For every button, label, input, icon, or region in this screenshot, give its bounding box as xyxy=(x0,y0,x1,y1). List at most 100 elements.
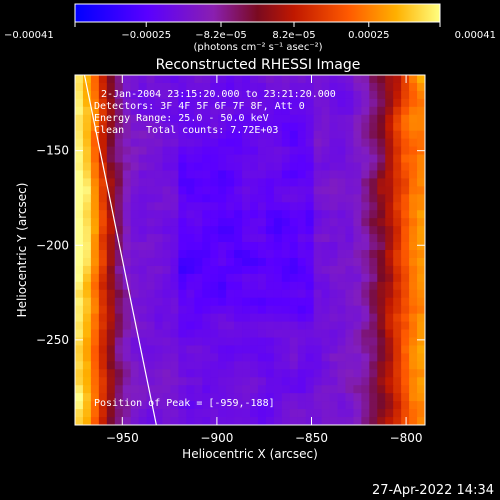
heatmap-image xyxy=(75,75,425,425)
heatmap-cell xyxy=(218,329,227,339)
heatmap-cell xyxy=(353,377,362,386)
heatmap-cell xyxy=(218,218,227,227)
heatmap-cell xyxy=(162,226,172,235)
heatmap-cell xyxy=(265,273,275,283)
heatmap-cell xyxy=(273,186,283,195)
heatmap-cell xyxy=(194,385,203,394)
heatmap-cell xyxy=(353,369,362,378)
heatmap-cell xyxy=(98,194,108,203)
heatmap-cell xyxy=(385,250,394,259)
heatmap-cell xyxy=(257,202,267,211)
heatmap-cell xyxy=(242,273,251,283)
heatmap-cell xyxy=(226,194,235,203)
heatmap-cell xyxy=(202,361,211,370)
heatmap-cell xyxy=(289,289,299,299)
heatmap-cell xyxy=(186,321,195,331)
heatmap-cell xyxy=(305,273,315,283)
heatmap-cell xyxy=(170,114,179,124)
heatmap-cell xyxy=(369,250,378,259)
heatmap-cell xyxy=(409,393,418,402)
heatmap-cell xyxy=(273,138,283,148)
heatmap-cell xyxy=(361,369,370,378)
heatmap-cell xyxy=(369,154,378,164)
heatmap-cell xyxy=(401,82,410,92)
heatmap-cell xyxy=(98,345,108,354)
heatmap-cell xyxy=(353,409,362,418)
heatmap-cell xyxy=(194,114,203,124)
heatmap-cell xyxy=(106,289,116,299)
heatmap-cell xyxy=(257,329,267,339)
heatmap-cell xyxy=(218,409,227,418)
heatmap-cell xyxy=(250,289,259,299)
heatmap-cell xyxy=(178,82,187,92)
heatmap-cell xyxy=(242,329,251,339)
heatmap-cell xyxy=(257,210,267,219)
heatmap-cell xyxy=(162,401,172,410)
heatmap-cell xyxy=(297,130,307,140)
heatmap-cell xyxy=(273,226,283,235)
heatmap-cell xyxy=(281,281,291,291)
heatmap-cell xyxy=(313,194,323,203)
heatmap-cell xyxy=(202,289,211,299)
heatmap-cell xyxy=(218,250,227,259)
heatmap-cell xyxy=(401,218,410,227)
heatmap-cell xyxy=(393,361,402,370)
heatmap-cell xyxy=(114,122,124,132)
heatmap-cell xyxy=(146,250,156,259)
heatmap-cell xyxy=(297,289,307,299)
heatmap-cell xyxy=(218,337,227,347)
heatmap-cell xyxy=(82,305,92,315)
heatmap-cell xyxy=(162,329,172,339)
heatmap-cell xyxy=(154,329,164,339)
heatmap-cell xyxy=(210,321,219,331)
heatmap-cell xyxy=(194,122,203,132)
heatmap-cell xyxy=(353,313,362,323)
heatmap-cell xyxy=(162,369,172,378)
heatmap-cell xyxy=(218,289,227,299)
heatmap-cell xyxy=(257,321,267,331)
heatmap-cell xyxy=(82,210,92,219)
heatmap-cell xyxy=(234,82,243,92)
heatmap-cell xyxy=(321,409,331,418)
heatmap-cell xyxy=(257,114,267,124)
heatmap-cell xyxy=(90,297,100,307)
heatmap-cell xyxy=(90,377,100,386)
heatmap-cell xyxy=(122,257,132,267)
heatmap-cell xyxy=(257,242,267,251)
heatmap-cell xyxy=(122,393,132,402)
heatmap-cell xyxy=(106,313,116,323)
heatmap-cell xyxy=(401,265,410,275)
heatmap-cell xyxy=(82,361,92,370)
heatmap-cell xyxy=(329,273,339,283)
heatmap-cell xyxy=(345,281,354,291)
heatmap-cell xyxy=(250,305,259,315)
heatmap-cell xyxy=(162,321,172,331)
heatmap-cell xyxy=(369,273,378,283)
heatmap-cell xyxy=(257,82,267,92)
heatmap-cell xyxy=(194,226,203,235)
heatmap-cell xyxy=(146,114,156,124)
heatmap-cell xyxy=(106,401,116,410)
heatmap-cell xyxy=(273,257,283,267)
heatmap-cell xyxy=(417,250,425,259)
heatmap-cell xyxy=(210,345,219,354)
heatmap-cell xyxy=(130,130,140,140)
heatmap-cell xyxy=(273,82,283,92)
heatmap-cell xyxy=(313,377,323,386)
heatmap-cell xyxy=(273,393,283,402)
heatmap-cell xyxy=(130,265,140,275)
heatmap-cell xyxy=(154,130,164,140)
heatmap-cell xyxy=(226,297,235,307)
heatmap-cell xyxy=(170,297,179,307)
heatmap-cell xyxy=(417,377,425,386)
heatmap-cell xyxy=(250,313,259,323)
heatmap-cell xyxy=(210,297,219,307)
heatmap-cell xyxy=(273,106,283,116)
heatmap-cell xyxy=(170,273,179,283)
heatmap-cell xyxy=(305,82,315,92)
heatmap-cell xyxy=(178,417,187,425)
heatmap-cell xyxy=(98,138,108,148)
heatmap-cell xyxy=(257,305,267,315)
heatmap-cell xyxy=(250,257,259,267)
heatmap-cell xyxy=(98,313,108,323)
